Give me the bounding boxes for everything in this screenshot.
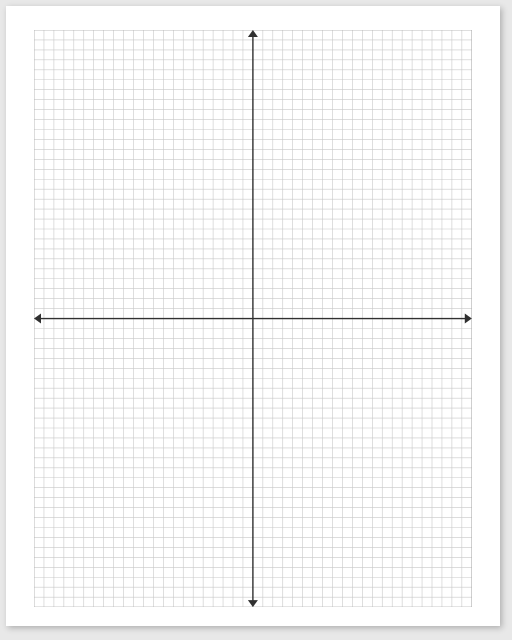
grid-svg [34, 30, 472, 607]
worksheet-page [6, 6, 500, 626]
coordinate-plane [34, 30, 472, 607]
